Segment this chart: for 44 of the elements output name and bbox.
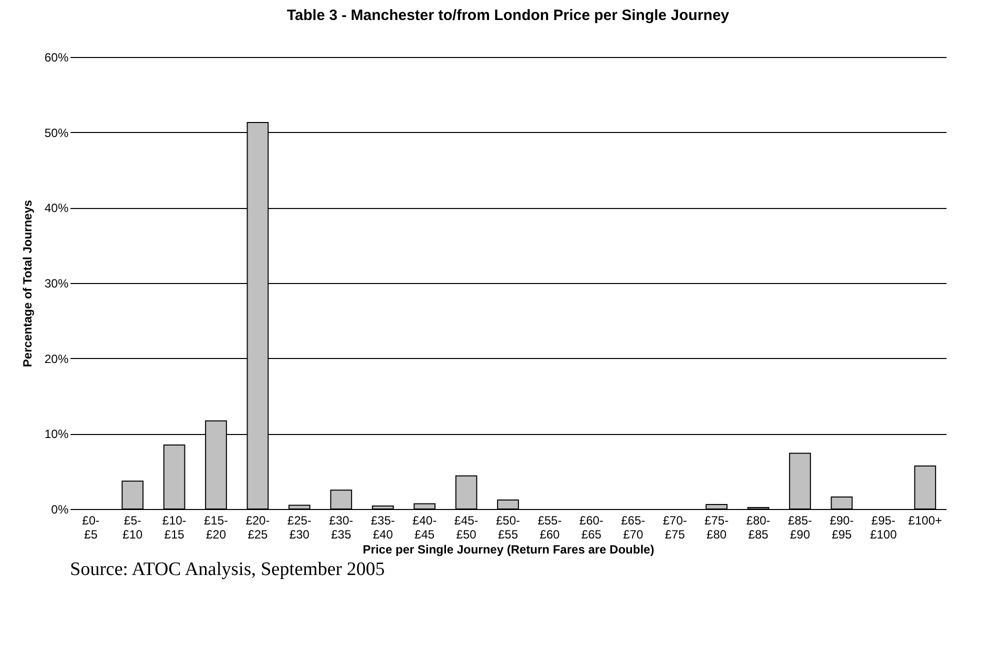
y-tick-label: 50% <box>44 126 69 140</box>
x-tick-label: £30-£35 <box>329 514 354 542</box>
y-tick-label: 20% <box>44 352 69 366</box>
x-tick-label: £70-£75 <box>662 514 687 542</box>
bar <box>122 480 144 510</box>
y-axis-title: Percentage of Total Journeys <box>20 200 34 368</box>
x-axis-title: Price per Single Journey (Return Fares are Double) <box>362 542 654 556</box>
x-tick-label: £60-£65 <box>579 514 604 542</box>
bar <box>497 499 519 510</box>
bar <box>330 490 352 510</box>
chart-title: Table 3 - Manchester to/from London Price per Single Journey <box>286 7 730 24</box>
x-tick-label: £45-£50 <box>454 514 478 542</box>
source-note: Source: ATOC Analysis, September 2005 <box>70 559 386 581</box>
x-tick-label: £25-£30 <box>287 514 312 542</box>
bar <box>914 466 936 510</box>
bar <box>706 504 728 510</box>
x-tick-label: £35-£40 <box>370 514 395 542</box>
x-tick-label: £0-£5 <box>82 514 100 542</box>
x-tick-label: £50-£55 <box>496 514 520 542</box>
bar <box>288 504 310 510</box>
x-tick-label: £80-£85 <box>746 514 770 542</box>
x-tick-label: £65-£70 <box>621 514 646 542</box>
y-tick-label: 60% <box>44 50 69 64</box>
y-tick-label: 30% <box>44 276 69 290</box>
y-tick-label: 40% <box>44 201 69 216</box>
x-tick-label: £5-£10 <box>122 514 143 542</box>
x-tick-label: £85-£90 <box>788 514 812 542</box>
bar <box>789 452 811 510</box>
x-tick-label: £55-£60 <box>538 514 562 542</box>
x-tick-label: £40-£45 <box>412 514 437 542</box>
y-tick-label: 10% <box>44 427 69 442</box>
y-tick-label: 0% <box>51 502 69 516</box>
x-tick-label: £20-£25 <box>246 514 270 542</box>
x-tick-label: £10-£15 <box>162 514 186 542</box>
bar <box>830 496 853 510</box>
x-tick-label: £90-£95 <box>830 514 854 542</box>
x-tick-label: £75-£80 <box>704 514 729 542</box>
x-tick-label: £100+ <box>908 514 942 528</box>
bar <box>455 475 478 510</box>
bar <box>414 503 436 510</box>
x-tick-label: £15-£20 <box>204 514 228 542</box>
bar <box>163 444 186 510</box>
bar <box>372 505 394 510</box>
x-tick-label: £95-£100 <box>870 514 898 542</box>
